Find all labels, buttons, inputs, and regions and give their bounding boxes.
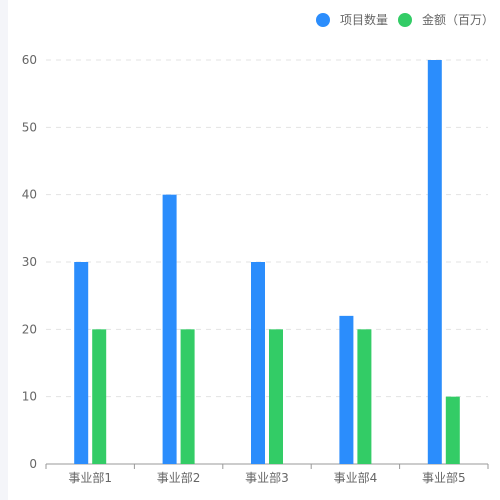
- bar-amount: [357, 329, 372, 464]
- legend-dot-amount: [397, 12, 412, 27]
- bar-projects: [162, 194, 177, 464]
- legend-dot-projects: [315, 12, 330, 27]
- bar-projects: [427, 60, 442, 464]
- x-tick-label: 事业部3: [245, 470, 289, 485]
- y-tick-label: 10: [22, 390, 37, 404]
- x-tick-label: 事业部1: [68, 470, 112, 485]
- y-tick-label: 30: [22, 255, 37, 269]
- chart-legend: 项目数量 金额（百万）: [306, 11, 494, 28]
- legend-label-amount: 金额（百万）: [421, 13, 494, 27]
- y-tick-label: 0: [29, 457, 37, 471]
- bar-amount: [92, 329, 107, 464]
- y-tick-label: 60: [22, 53, 37, 67]
- left-edge-strip: [0, 0, 8, 500]
- bar-projects: [339, 315, 354, 464]
- y-tick-label: 50: [22, 120, 37, 134]
- x-tick-label: 事业部2: [157, 470, 201, 485]
- x-tick-label: 事业部4: [334, 470, 378, 485]
- y-tick-label: 40: [22, 188, 37, 202]
- legend-item-amount[interactable]: 金额（百万）: [397, 11, 494, 28]
- bar-projects: [74, 262, 89, 464]
- x-tick-label: 事业部5: [422, 470, 466, 485]
- bar-projects: [251, 262, 265, 464]
- bar-amount: [269, 329, 283, 464]
- bar-amount: [180, 329, 195, 464]
- legend-label-projects: 项目数量: [339, 13, 388, 27]
- bar-amount: [445, 396, 460, 464]
- y-tick-label: 20: [22, 322, 37, 336]
- legend-item-projects[interactable]: 项目数量: [315, 11, 388, 28]
